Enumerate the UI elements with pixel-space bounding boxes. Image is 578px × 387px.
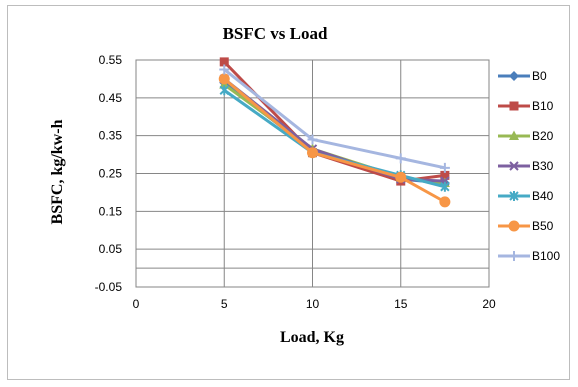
series-b100 bbox=[219, 64, 450, 173]
data-point-b50 bbox=[395, 171, 407, 183]
y-tick-label: 0.55 bbox=[99, 53, 123, 67]
plot-area: 0.55 0.45 0.35 0.25 0.15 0.05 -0.05 0 5 10 15 20 bbox=[95, 53, 496, 311]
legend-label-b100: B100 bbox=[532, 249, 560, 263]
legend-entry-b20: B20 bbox=[498, 129, 554, 143]
legend-entry-b30: B30 bbox=[498, 159, 554, 173]
data-point-b100 bbox=[219, 64, 230, 75]
legend-marker-b20 bbox=[509, 130, 519, 140]
chart-title: BSFC vs Load bbox=[223, 24, 328, 43]
data-point-b10 bbox=[219, 57, 229, 67]
series-layer bbox=[218, 57, 451, 208]
x-axis-title: Load, Kg bbox=[280, 329, 344, 346]
y-tick-label: 0.35 bbox=[99, 129, 123, 143]
data-point-b50 bbox=[218, 73, 230, 85]
legend-entry-b10: B10 bbox=[498, 99, 554, 113]
legend-marker-b100 bbox=[509, 251, 519, 261]
y-tick-label: 0.25 bbox=[99, 167, 123, 181]
legend-label-b0: B0 bbox=[532, 69, 547, 83]
data-point-b40 bbox=[219, 85, 229, 96]
legend-marker-b50 bbox=[508, 220, 520, 232]
legend-marker-b30 bbox=[509, 161, 519, 171]
legend: B0 B10 B20 B30 B40 B50 B100 bbox=[498, 69, 560, 263]
legend-marker-b10 bbox=[509, 101, 519, 111]
legend-label-b20: B20 bbox=[532, 129, 554, 143]
legend-entry-b50: B50 bbox=[498, 219, 554, 233]
x-tick-label: 20 bbox=[482, 297, 496, 311]
x-tick-label: 5 bbox=[221, 297, 228, 311]
series-line-b10 bbox=[223, 60, 446, 183]
series-b50 bbox=[218, 73, 451, 208]
data-point-b100 bbox=[395, 153, 406, 164]
data-point-b100 bbox=[307, 134, 318, 145]
x-tick-label: 0 bbox=[133, 297, 140, 311]
legend-entry-b100: B100 bbox=[498, 249, 560, 263]
x-tick-label: 15 bbox=[394, 297, 408, 311]
y-tick-label: 0.45 bbox=[99, 91, 123, 105]
y-tick-label: 0.15 bbox=[99, 204, 123, 218]
data-point-b10 bbox=[440, 170, 450, 180]
legend-entry-b0: B0 bbox=[498, 69, 547, 83]
legend-label-b10: B10 bbox=[532, 99, 554, 113]
legend-marker-b0 bbox=[509, 71, 519, 81]
y-tick-label: 0.05 bbox=[99, 242, 123, 256]
series-line-b50 bbox=[223, 77, 446, 204]
series-line-b100 bbox=[223, 68, 446, 170]
legend-entry-b40: B40 bbox=[498, 189, 554, 203]
legend-label-b40: B40 bbox=[532, 189, 554, 203]
legend-marker-b40 bbox=[509, 191, 519, 201]
data-point-b50 bbox=[439, 196, 451, 208]
y-tick-label: -0.05 bbox=[95, 280, 123, 294]
x-tick-label: 10 bbox=[306, 297, 320, 311]
y-axis-title: BSFC, kg/kw-h bbox=[49, 119, 66, 224]
data-point-b50 bbox=[307, 147, 318, 159]
legend-label-b50: B50 bbox=[532, 219, 554, 233]
data-point-b100 bbox=[439, 162, 450, 173]
data-point-b40 bbox=[440, 181, 450, 192]
tick-labels: 0.55 0.45 0.35 0.25 0.15 0.05 -0.05 0 5 10 15 20 bbox=[95, 53, 496, 311]
legend-label-b30: B30 bbox=[532, 159, 554, 173]
